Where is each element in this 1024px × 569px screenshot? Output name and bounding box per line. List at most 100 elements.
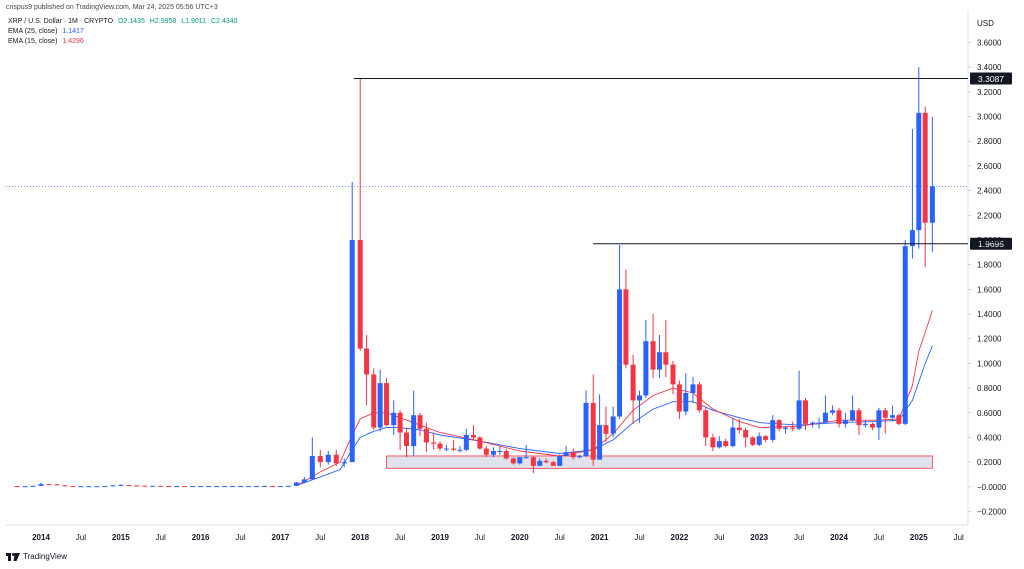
candle-body [403, 432, 409, 447]
candle-body [30, 485, 36, 487]
y-tick-label: 0.2000 [977, 458, 1002, 467]
candle-body [253, 486, 259, 488]
ema25-line [296, 345, 933, 487]
candle-body [830, 410, 836, 413]
candle-body [716, 441, 722, 448]
candle-body [523, 457, 529, 459]
candle-body [690, 384, 696, 394]
candle-body [62, 485, 68, 487]
candle-body [537, 460, 543, 466]
candle-body [603, 425, 609, 434]
candle-body [750, 437, 756, 445]
currency-label: USD [977, 19, 994, 28]
x-tick-label: 2025 [910, 533, 928, 542]
y-tick-label: 3.4000 [977, 63, 1002, 72]
candle-body [397, 412, 403, 433]
x-tick-label: Jul [794, 533, 804, 542]
candle-body [463, 434, 469, 450]
candle-body [142, 485, 148, 487]
legend-close: C2.4340 [210, 18, 238, 25]
y-tick-label: 1.8000 [977, 261, 1002, 270]
x-tick-label: 2023 [750, 533, 768, 542]
x-tick-label: 2022 [671, 533, 689, 542]
x-tick-label: 2024 [830, 533, 848, 542]
candle-body [38, 484, 44, 486]
legend-ema25-row: EMA (25, close) 1.1417 [8, 27, 240, 37]
x-tick-label: Jul [475, 533, 485, 542]
candle-body [577, 455, 583, 458]
candle-body [417, 415, 423, 429]
y-tick-label: 1.6000 [977, 285, 1002, 294]
candle-body [670, 364, 676, 385]
candle-body [46, 484, 52, 486]
legend-ema15-value: 1.4296 [62, 38, 84, 45]
level-label-box [970, 237, 1012, 250]
candle-body [102, 486, 108, 488]
x-tick-label: Jul [954, 533, 964, 542]
y-tick-label: 0.6000 [977, 409, 1002, 418]
candle-body [349, 239, 355, 463]
candle-body [364, 348, 370, 375]
candle-body [656, 352, 662, 370]
candle-body [783, 427, 789, 429]
candle-body [391, 412, 397, 426]
candle-body [245, 486, 251, 488]
y-tick-label: 2.4000 [977, 187, 1002, 196]
y-tick-label: −0.2000 [977, 508, 1007, 517]
candle-body [457, 449, 463, 451]
candle-body [790, 427, 796, 429]
candle-body [902, 246, 908, 424]
candle-body [696, 384, 702, 411]
candle-body [916, 112, 922, 231]
candle-body [842, 420, 848, 424]
level-label: 1.9695 [978, 239, 1004, 249]
y-tick-label: 0.4000 [977, 433, 1002, 442]
candle-body [570, 452, 576, 458]
tradingview-logo-icon [6, 552, 20, 561]
candle-body [796, 400, 802, 429]
candle-body [736, 427, 742, 431]
candle-body [643, 341, 649, 396]
level-label: 3.3087 [978, 74, 1004, 84]
candle-body [222, 486, 228, 488]
x-tick-label: Jul [874, 533, 884, 542]
candle-body [730, 427, 736, 447]
x-tick-label: Jul [395, 533, 405, 542]
candle-body [810, 422, 816, 424]
y-tick-label: 2.6000 [977, 162, 1002, 171]
y-tick-label: −0.0000 [977, 483, 1007, 492]
candle-body [490, 451, 496, 455]
candle-body [517, 457, 523, 464]
candle-body [150, 485, 156, 487]
candle-body [471, 434, 477, 438]
candle-body [816, 422, 822, 424]
candle-body [230, 486, 236, 488]
candle-body [497, 451, 503, 453]
x-tick-label: Jul [235, 533, 245, 542]
x-tick-label: 2019 [431, 533, 449, 542]
candle-body [437, 443, 443, 449]
candle-body [190, 486, 196, 488]
legend-ema25-value: 1.1417 [62, 28, 84, 35]
candle-body [763, 436, 769, 440]
candle-body [922, 112, 928, 223]
candle-body [876, 410, 882, 428]
candle-body [477, 437, 483, 449]
candle-body [850, 410, 856, 421]
y-tick-label: 0.8000 [977, 384, 1002, 393]
x-tick-label: 2015 [112, 533, 130, 542]
candle-body [663, 352, 669, 365]
candle-body [371, 374, 377, 428]
candle-body [723, 441, 729, 447]
candle-body [756, 436, 762, 445]
candle-body [325, 454, 331, 463]
legend-symbol-row: XRP / U.S. Dollar · 1M · CRYPTO O2.1435 … [8, 17, 240, 27]
legend-ema15-label: EMA (15, close) [8, 38, 58, 45]
y-tick-label: 2.8000 [977, 137, 1002, 146]
candle-body [856, 410, 862, 426]
candle-body [277, 486, 283, 488]
candle-body [333, 454, 339, 464]
x-tick-label: Jul [555, 533, 565, 542]
candle-body [530, 457, 536, 466]
